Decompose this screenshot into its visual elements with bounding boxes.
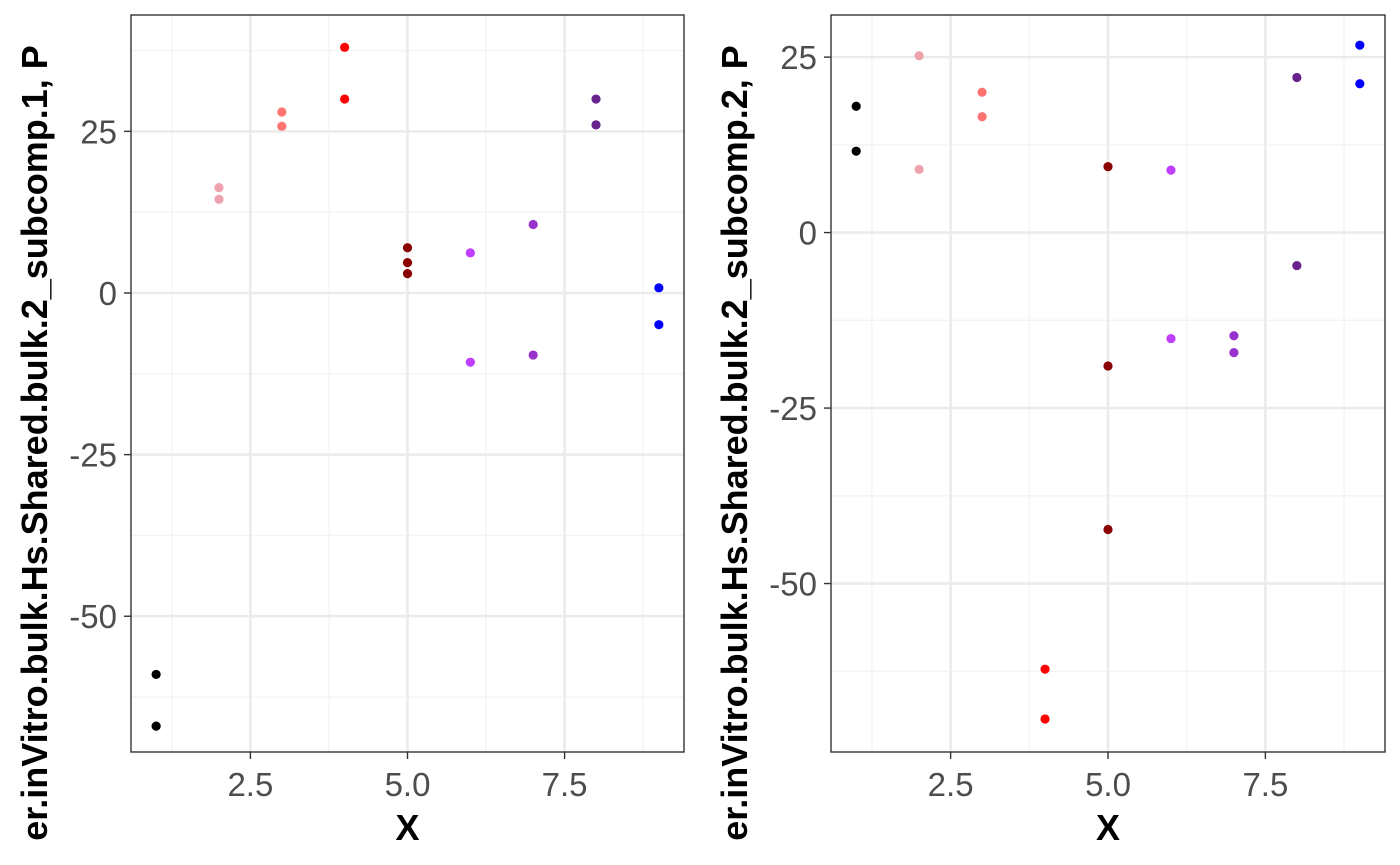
data-point bbox=[914, 51, 924, 61]
panel-right: 2.5 5.0 7.5 -50 -25 0 25 Xer.inVitro.bulk.Hs.Sh… bbox=[714, 14, 1386, 848]
data-point bbox=[340, 94, 350, 104]
x-tick-label: 7.5 bbox=[1242, 766, 1288, 803]
data-point bbox=[654, 320, 664, 330]
data-point bbox=[1040, 664, 1050, 674]
x-tick-label: 2.5 bbox=[227, 766, 273, 803]
y-tick-label: 0 bbox=[99, 275, 117, 312]
data-point bbox=[1103, 524, 1113, 535]
data-point bbox=[402, 243, 413, 253]
data-point bbox=[1292, 72, 1302, 83]
x-axis-title: X bbox=[395, 807, 419, 848]
data-point bbox=[977, 112, 987, 122]
data-point bbox=[277, 107, 287, 117]
data-point bbox=[340, 42, 350, 52]
data-point bbox=[1103, 162, 1113, 172]
data-point bbox=[402, 258, 413, 268]
data-point bbox=[214, 194, 224, 204]
data-point bbox=[1292, 260, 1302, 271]
data-point bbox=[1166, 333, 1176, 344]
data-point bbox=[851, 101, 861, 111]
x-tick-label: 5.0 bbox=[385, 766, 431, 803]
y-tick-label: 25 bbox=[780, 39, 817, 76]
data-point bbox=[528, 219, 538, 230]
y-tick-label: -50 bbox=[69, 598, 117, 635]
y-axis-title: er.inVitro.bulk.Hs.Shared.bulk.2_subcomp… bbox=[714, 45, 755, 841]
data-point bbox=[1355, 79, 1365, 89]
data-point bbox=[465, 248, 475, 258]
x-tick-label: 5.0 bbox=[1085, 766, 1131, 803]
data-point bbox=[465, 357, 475, 367]
data-point bbox=[1229, 348, 1239, 358]
data-point bbox=[277, 121, 287, 131]
data-point bbox=[1103, 361, 1113, 371]
data-point bbox=[914, 164, 924, 175]
data-point bbox=[151, 721, 161, 731]
data-point bbox=[977, 87, 987, 97]
y-tick-label: -50 bbox=[769, 566, 817, 603]
data-point bbox=[1040, 714, 1050, 724]
data-point bbox=[851, 146, 861, 156]
data-point bbox=[654, 283, 664, 293]
y-tick-label: 0 bbox=[799, 215, 817, 252]
x-axis-title: X bbox=[1096, 807, 1120, 848]
x-tick-label: 2.5 bbox=[928, 766, 974, 803]
data-point bbox=[1229, 331, 1239, 341]
data-point bbox=[528, 350, 538, 360]
y-tick-label: 25 bbox=[80, 113, 117, 150]
y-tick-label: -25 bbox=[769, 390, 817, 427]
y-tick-label: -25 bbox=[69, 437, 117, 474]
data-point bbox=[591, 120, 601, 130]
data-point bbox=[214, 183, 224, 193]
data-point bbox=[402, 268, 413, 279]
data-point bbox=[1355, 40, 1365, 50]
data-point bbox=[1166, 165, 1176, 175]
x-tick-label: 7.5 bbox=[542, 766, 588, 803]
panel-left: 2.5 5.0 7.5 -50 -25 0 25 Xer.inVitro.bulk.Hs.Sh… bbox=[14, 14, 685, 848]
y-axis-title: er.inVitro.bulk.Hs.Shared.bulk.2_subcomp… bbox=[14, 45, 55, 841]
data-point bbox=[591, 94, 601, 104]
data-point bbox=[151, 669, 161, 680]
